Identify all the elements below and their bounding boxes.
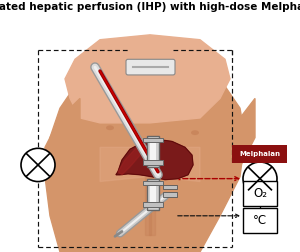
Polygon shape [149, 147, 155, 235]
Circle shape [243, 162, 277, 195]
Polygon shape [45, 99, 80, 167]
Text: Isolated hepatic perfusion (IHP) with high-dose Melphalan: Isolated hepatic perfusion (IHP) with hi… [0, 2, 300, 12]
FancyBboxPatch shape [243, 208, 277, 233]
Circle shape [21, 148, 55, 182]
FancyBboxPatch shape [163, 184, 177, 190]
Polygon shape [45, 40, 245, 252]
FancyBboxPatch shape [143, 181, 163, 185]
Ellipse shape [106, 125, 114, 130]
FancyBboxPatch shape [126, 59, 175, 75]
FancyBboxPatch shape [243, 181, 277, 206]
Ellipse shape [191, 130, 199, 135]
FancyBboxPatch shape [143, 138, 163, 142]
FancyBboxPatch shape [143, 160, 163, 165]
Text: °C: °C [253, 214, 267, 227]
FancyBboxPatch shape [147, 136, 159, 167]
FancyBboxPatch shape [147, 179, 159, 210]
Polygon shape [116, 140, 193, 180]
FancyBboxPatch shape [163, 192, 177, 197]
FancyBboxPatch shape [232, 145, 287, 163]
FancyBboxPatch shape [150, 181, 156, 208]
Polygon shape [155, 147, 200, 182]
Polygon shape [100, 147, 148, 182]
Polygon shape [118, 145, 143, 175]
Text: O₂: O₂ [253, 187, 267, 200]
Text: Melphalan: Melphalan [239, 151, 280, 157]
FancyBboxPatch shape [150, 138, 156, 165]
Polygon shape [220, 99, 255, 167]
Polygon shape [65, 35, 230, 123]
Polygon shape [145, 147, 151, 235]
FancyBboxPatch shape [143, 202, 163, 207]
